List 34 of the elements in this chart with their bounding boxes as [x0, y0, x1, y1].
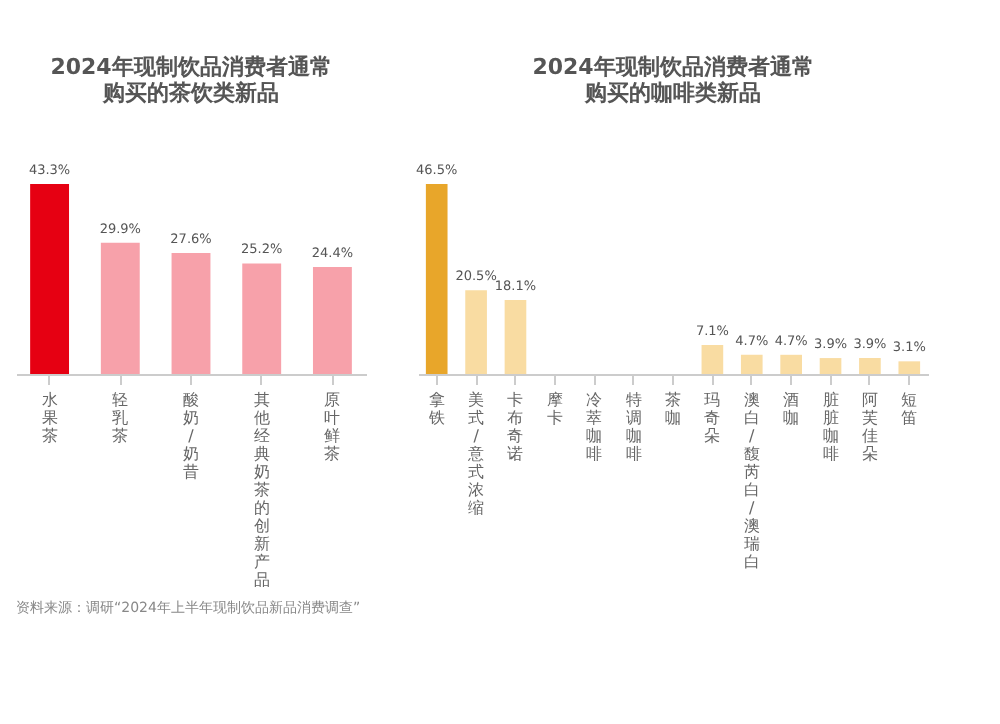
- category-label: 澳白/馥芮白/澳瑞白: [743, 391, 760, 571]
- x-tick-label: 原叶鲜茶: [324, 391, 341, 463]
- bar: [701, 344, 724, 374]
- bar: [740, 354, 763, 374]
- x-tick-label: 茶咖: [665, 391, 681, 427]
- bar: [859, 358, 881, 374]
- x-tick-label: 脏脏咖啡: [822, 391, 839, 463]
- bar: [30, 184, 70, 374]
- bar: [312, 266, 352, 374]
- x-tick-label: 拿铁: [426, 391, 445, 427]
- bar: [819, 358, 842, 374]
- x-tick-label: 轻乳茶: [112, 391, 129, 445]
- bar: [425, 184, 448, 374]
- x-tick-label: 水果茶: [41, 391, 58, 445]
- x-tick-label: 美式/意式浓缩: [466, 391, 485, 517]
- x-tick-label: 酸奶/奶昔: [183, 391, 199, 481]
- bar: [465, 290, 487, 374]
- bar: [780, 354, 802, 374]
- bar: [171, 252, 211, 374]
- x-tick-label: 短笛: [901, 391, 918, 427]
- bar: [504, 300, 527, 374]
- chart-title: 2024年现制饮品消费者通常购买的茶饮类新品: [50, 54, 332, 106]
- bar: [100, 242, 140, 374]
- x-tick-label: 玛奇朵: [704, 391, 721, 445]
- x-tick-label: 特调咖啡: [625, 391, 642, 463]
- x-tick-label: 卡布奇诺: [507, 391, 524, 463]
- x-tick-label: 冷萃咖啡: [586, 391, 603, 463]
- x-tick-label: 阿芙佳朵: [861, 391, 878, 463]
- category-label: 其他经典奶茶的创新产品: [253, 391, 270, 589]
- bar: [242, 263, 282, 374]
- x-tick-label: 酒咖: [783, 391, 800, 427]
- x-tick-label: 摩卡: [546, 391, 563, 427]
- bar: [898, 361, 921, 374]
- chart-title: 2024年现制饮品消费者通常购买的咖啡类新品: [532, 54, 814, 106]
